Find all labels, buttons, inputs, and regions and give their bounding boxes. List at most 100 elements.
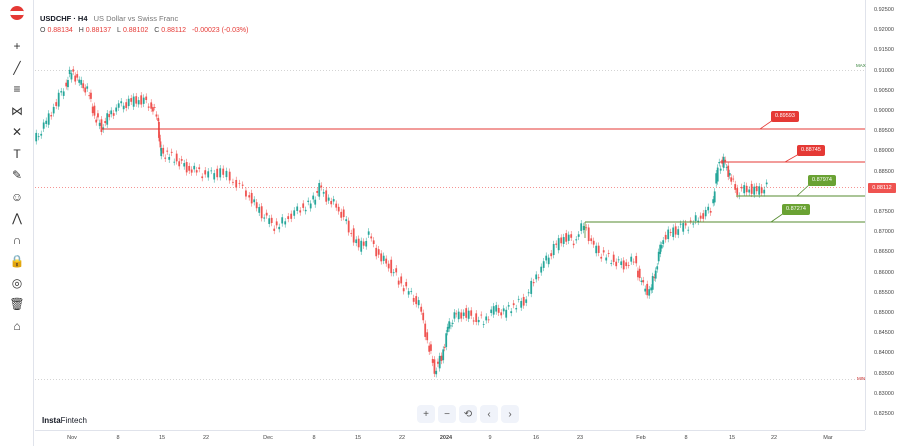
candle-body — [497, 307, 500, 313]
candle-body — [542, 261, 545, 268]
measure-icon[interactable]: ⋀ — [12, 211, 22, 225]
candle-body — [507, 305, 510, 307]
emoji-icon[interactable]: ☺ — [10, 189, 24, 204]
lock-icon[interactable]: 🔒 — [9, 254, 25, 268]
price-tick: 0.90500 — [874, 87, 894, 94]
time-tick: 15 — [158, 435, 166, 441]
time-axis[interactable]: Nov 8 15 22 Dec 8 15 22 2024 9 16 23 Feb 8 15 22 Mar — [35, 430, 865, 446]
price-axis[interactable]: 0.92500 0.92000 0.91500 0.91000 0.90500 0.900… — [865, 0, 900, 430]
home-icon[interactable]: ⌂ — [13, 318, 21, 333]
candle-body — [537, 277, 540, 279]
min-tag: MIN — [857, 376, 866, 381]
candle-body — [555, 243, 558, 245]
scroll-left-button[interactable]: ‹ — [480, 405, 498, 423]
candle-body — [347, 220, 350, 233]
time-tick: 23 — [576, 435, 584, 441]
price-tick: 0.84500 — [874, 330, 894, 337]
text-icon[interactable]: T — [13, 146, 21, 161]
candle-body — [318, 183, 321, 197]
logo-light: Fintech — [60, 416, 87, 425]
reset-chart-button[interactable]: ⟲ — [459, 405, 477, 423]
candle-body — [740, 186, 743, 189]
resistance-1-label[interactable]: 0.89593 — [771, 111, 799, 122]
crosshair-icon[interactable]: + — [13, 39, 21, 53]
time-tick: 8 — [312, 435, 316, 441]
price-tick: 0.86500 — [874, 249, 894, 256]
candle-body — [98, 122, 101, 126]
projection-icon[interactable]: ✕ — [11, 125, 23, 139]
candle-body — [100, 119, 103, 132]
candle-body — [270, 217, 273, 223]
candle-body — [284, 221, 287, 225]
trash-icon[interactable]: 🗑 — [9, 297, 25, 311]
max-tag: MAX — [856, 63, 866, 68]
open-value: 0.88134 — [47, 27, 73, 34]
candle-body — [173, 161, 176, 163]
price-tick: 0.84000 — [874, 350, 894, 357]
current-price-badge: 0.88112 — [868, 183, 896, 193]
candle-body — [428, 345, 431, 352]
support-2-label[interactable]: 0.87274 — [782, 204, 810, 215]
candle-body — [322, 192, 325, 194]
candle-body — [438, 355, 441, 369]
candle-body — [370, 236, 373, 239]
candle-body — [201, 176, 204, 179]
magnet-icon[interactable]: ∩ — [12, 232, 22, 247]
candle-body — [140, 95, 143, 105]
resistance-2-label[interactable]: 0.88745 — [797, 145, 825, 156]
time-tick: 22 — [770, 435, 778, 441]
candle-body — [125, 102, 128, 108]
zoom-out-button[interactable]: − — [438, 405, 456, 423]
candle-body — [490, 309, 493, 313]
candle-body — [617, 259, 620, 261]
candle-body — [228, 171, 231, 181]
flag-icon[interactable] — [10, 6, 24, 20]
candle-body — [238, 183, 241, 184]
time-tick: 15 — [728, 435, 736, 441]
candle-body — [736, 188, 739, 195]
candle-body — [153, 107, 156, 108]
support-1-label[interactable]: 0.87974 — [808, 175, 836, 186]
candle-body — [387, 263, 390, 269]
candle-body — [45, 120, 48, 124]
candle-body — [646, 283, 649, 296]
open-label: O — [40, 27, 46, 34]
candle-body — [442, 349, 445, 361]
candle-body — [580, 223, 583, 231]
pattern-icon[interactable]: ⋈ — [11, 103, 23, 118]
time-tick: Nov — [67, 435, 77, 441]
candle-body — [672, 227, 675, 238]
candle-body — [175, 153, 178, 162]
candle-body — [320, 185, 323, 188]
candle-body — [632, 261, 635, 263]
candle-body — [587, 227, 590, 242]
fib-icon[interactable]: ≡ — [13, 82, 21, 96]
visibility-icon[interactable]: ◎ — [11, 275, 23, 290]
candle-body — [664, 234, 667, 240]
candle-body — [332, 199, 335, 202]
candle-body — [158, 121, 160, 138]
candle-body — [42, 122, 45, 129]
candle-body — [707, 206, 710, 211]
candle-body — [57, 92, 60, 107]
candle-body — [108, 114, 111, 118]
candle-body — [60, 91, 63, 93]
candle-body — [656, 266, 659, 270]
trend-line-icon[interactable]: ╱ — [13, 60, 21, 75]
candle-body — [694, 215, 697, 221]
candle-body — [648, 289, 651, 296]
candle-body — [433, 359, 436, 374]
price-tick: 0.89000 — [874, 148, 894, 155]
price-tick: 0.87500 — [874, 209, 894, 215]
candle-body — [115, 107, 118, 112]
zoom-in-button[interactable]: + — [417, 405, 435, 423]
candle-body — [195, 170, 198, 173]
candle-body — [495, 305, 498, 312]
symbol-label[interactable]: USDCHF · H4 — [40, 14, 88, 23]
candle-body — [745, 185, 748, 193]
scroll-right-button[interactable]: › — [501, 405, 519, 423]
candle-body — [653, 277, 656, 278]
brush-icon[interactable]: ✎ — [11, 168, 23, 182]
price-tick: 0.85500 — [874, 289, 894, 296]
